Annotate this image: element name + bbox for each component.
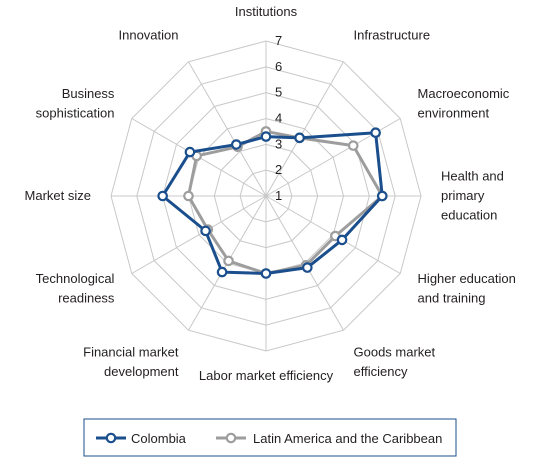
- category-label-line: Business: [62, 86, 115, 101]
- data-point: [336, 234, 348, 246]
- category-label-line: and training: [418, 290, 486, 305]
- tick-label: 4: [275, 111, 282, 126]
- category-label: Health and primary education: [441, 169, 504, 223]
- category-label-line: Infrastructure: [354, 27, 431, 42]
- category-label-line: Innovation: [119, 27, 179, 42]
- category-label-line: Macroeconomic: [418, 86, 510, 101]
- category-label-line: Higher education: [418, 271, 516, 286]
- category-label: Goods market efficiency: [354, 345, 436, 380]
- category-label-line: development: [104, 364, 179, 379]
- category-label: Market size: [25, 188, 91, 203]
- category-labels: Institutions Infrastructure Macroeconomic e…: [25, 4, 516, 383]
- data-point: [370, 127, 381, 139]
- legend-label: Latin America and the Caribbean: [253, 431, 442, 446]
- category-label-line: readiness: [58, 290, 115, 305]
- data-point: [223, 255, 234, 267]
- series-line: [187, 129, 384, 275]
- tick-label: 3: [275, 136, 282, 151]
- radial-tick-labels: 1 2 3 4 5 6 7: [275, 33, 282, 203]
- tick-label: 7: [275, 33, 282, 48]
- category-label-line: primary: [441, 188, 485, 203]
- grid-spoke: [265, 61, 344, 197]
- tick-label: 1: [275, 188, 282, 203]
- category-label-line: Labor market efficiency: [199, 368, 334, 383]
- category-label: Institutions: [235, 4, 298, 19]
- category-label-line: sophistication: [36, 105, 115, 120]
- category-label-line: Technological: [36, 271, 115, 286]
- category-label: Labor market efficiency: [199, 368, 334, 383]
- series: [157, 126, 388, 279]
- category-label: Macroeconomic environment: [418, 86, 510, 121]
- tick-label: 2: [275, 162, 282, 177]
- category-label: Financial market development: [83, 345, 179, 380]
- tick-label: 5: [275, 85, 282, 100]
- data-point: [260, 268, 272, 279]
- tick-label: 6: [275, 59, 282, 74]
- data-point: [216, 266, 228, 278]
- data-point: [230, 139, 242, 150]
- category-label: Technological readiness: [36, 271, 115, 306]
- category-label-line: Goods market: [354, 345, 436, 360]
- category-label-line: Financial market: [83, 345, 179, 360]
- legend-label: Colombia: [131, 431, 187, 446]
- category-label-line: Institutions: [235, 4, 298, 19]
- grid-spoke: [131, 195, 267, 274]
- legend-swatch-marker: [225, 432, 237, 444]
- category-label-line: efficiency: [354, 364, 408, 379]
- category-label: Innovation: [119, 27, 179, 42]
- legend-swatch-marker: [105, 432, 117, 444]
- legend: Colombia Latin America and the Caribbean: [83, 418, 457, 457]
- data-point: [183, 190, 194, 202]
- data-point: [302, 262, 313, 273]
- data-point: [184, 146, 196, 158]
- grid-spoke: [188, 61, 267, 197]
- category-label-line: Health and: [441, 169, 504, 184]
- category-label: Higher education and training: [418, 271, 516, 306]
- data-point: [157, 190, 168, 202]
- data-point: [200, 225, 211, 237]
- category-label-line: Market size: [25, 188, 91, 203]
- legend-box: [83, 418, 457, 457]
- data-point: [376, 190, 388, 202]
- category-label-line: education: [441, 208, 497, 223]
- data-point: [260, 131, 272, 142]
- data-point: [347, 140, 359, 151]
- category-label-line: environment: [418, 105, 490, 120]
- category-label: Infrastructure: [354, 27, 431, 42]
- category-label: Business sophistication: [36, 86, 115, 121]
- data-point: [294, 132, 305, 144]
